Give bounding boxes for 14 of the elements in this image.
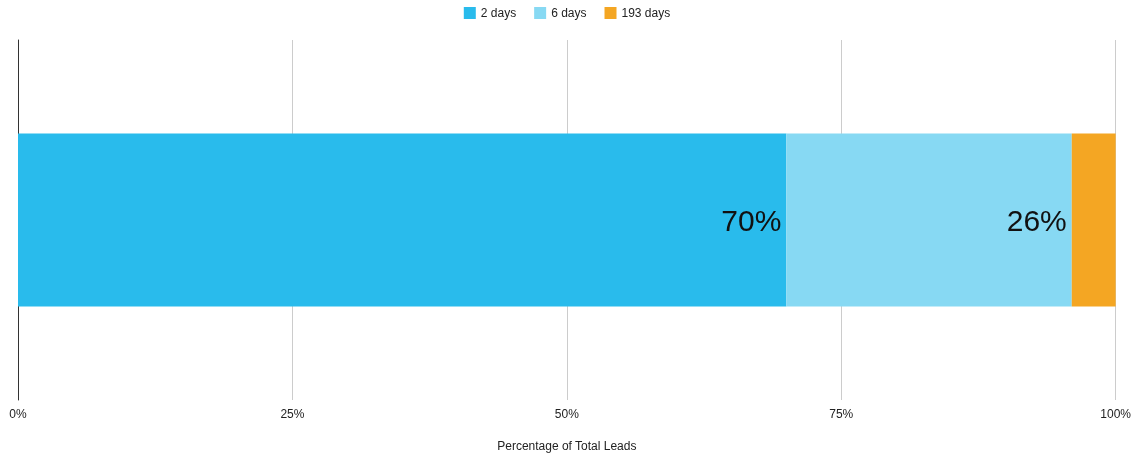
data-label: 70% [721,203,782,237]
bar [1071,133,1116,307]
x-tick-label: 100% [1100,407,1132,421]
bar [18,133,787,307]
legend-label: 6 days [551,6,587,20]
x-tick-label: 0% [9,407,27,421]
bar [786,133,1072,307]
x-tick-label: 75% [829,407,854,421]
x-tick-label: 25% [280,407,305,421]
x-tick-label: 50% [554,407,580,421]
x-axis-title: Percentage of Total Leads [497,439,637,453]
data-label: 26% [1006,203,1067,237]
legend-label: 2 days [480,6,517,20]
legend-label: 193 days [621,6,671,20]
